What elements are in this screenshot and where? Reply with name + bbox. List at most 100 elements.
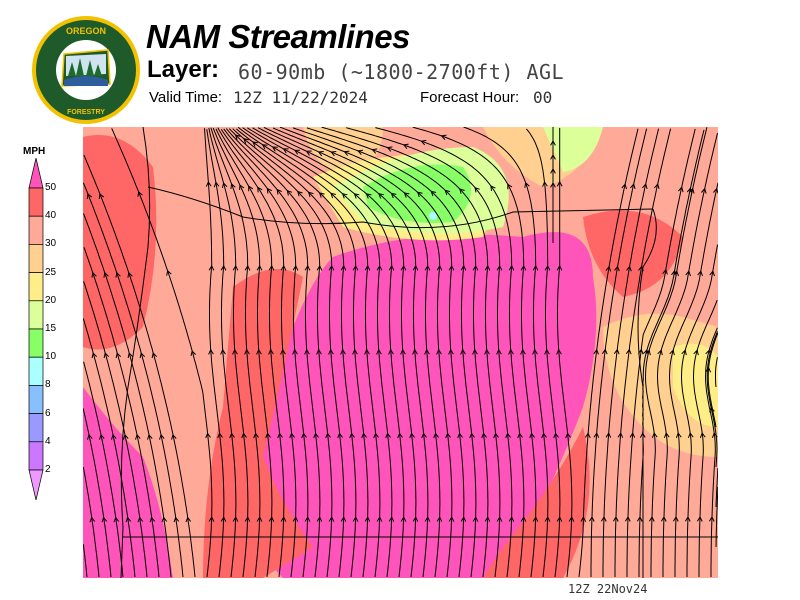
streamline-arrow (101, 516, 108, 523)
legend-tick: 30 (45, 238, 57, 250)
streamline-arrow (436, 348, 442, 355)
streamline (578, 128, 639, 578)
streamline-arrow (244, 348, 250, 355)
streamline-arrow (436, 516, 443, 522)
streamline-arrow (541, 432, 547, 439)
streamline-arrow (115, 271, 121, 278)
streamline-arrow (325, 432, 331, 439)
streamline-arrow (397, 432, 403, 439)
streamline-arrow (388, 516, 395, 522)
streamline-arrow (137, 190, 143, 197)
streamline-arrow (282, 148, 289, 154)
streamline-arrow (490, 185, 496, 191)
streamline-arrow (190, 349, 196, 357)
streamline-arrow (137, 516, 144, 523)
streamline-arrow (149, 516, 156, 523)
streamline-arrow (365, 193, 372, 199)
streamline-arrow (605, 265, 612, 272)
streamline-arrow (232, 348, 238, 355)
streamline-arrow (701, 187, 707, 194)
streamline (206, 129, 237, 578)
streamline-arrow (421, 432, 427, 439)
wind-region-15-20 (543, 127, 603, 172)
streamline-arrow (377, 193, 384, 199)
streamline-arrow (340, 516, 347, 522)
streamline-arrow (376, 264, 383, 271)
streamline-arrow (493, 432, 499, 439)
streamline-arrow (612, 515, 619, 522)
streamline-arrow (544, 516, 551, 522)
streamline-arrow (256, 516, 263, 522)
streamline-arrow (448, 516, 455, 522)
streamline-arrow (445, 432, 451, 439)
streamline-arrow (229, 432, 235, 439)
streamline-arrow (409, 432, 415, 439)
streamline (707, 332, 718, 428)
streamline-arrow (672, 515, 679, 522)
streamlines (83, 127, 718, 578)
streamline-arrow (412, 516, 419, 522)
streamline-arrow (472, 264, 479, 271)
streamline-arrow (496, 264, 503, 271)
streamline-arrow (261, 144, 268, 150)
streamline-arrow (605, 432, 612, 438)
streamline-arrow (292, 348, 298, 355)
streamline-arrow (517, 432, 523, 439)
streamline (602, 128, 660, 577)
streamline-arrow (400, 264, 407, 271)
streamline-arrow (89, 516, 96, 523)
streamline-arrow (457, 432, 463, 439)
streamline-arrow (544, 348, 550, 355)
streamline-arrow (103, 352, 110, 359)
streamline-arrow (671, 269, 677, 276)
streamline-arrow (681, 349, 687, 356)
streamline-arrow (520, 348, 526, 355)
streamline-arrow (553, 432, 559, 439)
streamline-arrow (685, 270, 691, 277)
streamline-arrow (424, 348, 430, 355)
streamline-arrow (268, 348, 274, 355)
streamline-arrow (316, 264, 323, 271)
streamline-arrow (357, 149, 364, 156)
forecast-hour-label: Forecast Hour: (420, 89, 520, 106)
streamline-arrow (268, 516, 275, 522)
streamline-arrow (697, 270, 703, 277)
streamline-arrow (297, 190, 303, 197)
streamline-arrow (289, 432, 295, 439)
streamline-arrow (550, 181, 556, 188)
streamline-arrow (584, 432, 591, 439)
streamline-arrow (400, 516, 407, 522)
streamline-arrow (639, 432, 646, 438)
streamline-map (83, 127, 718, 578)
legend-tick: 10 (45, 351, 57, 363)
streamline-arrow (626, 265, 632, 272)
streamline-arrow (568, 516, 575, 522)
streamline-arrow (127, 271, 133, 278)
streamline-arrow (617, 432, 624, 438)
streamline-arrow (459, 188, 465, 194)
streamline-arrow (317, 151, 324, 157)
streamline-arrow (593, 348, 599, 355)
streamline-arrow (244, 516, 251, 522)
streamline-arrow (217, 432, 223, 439)
streamline (463, 127, 549, 578)
streamline-arrow (412, 348, 418, 355)
streamline-arrow (253, 432, 259, 439)
streamline-arrow (385, 432, 391, 439)
streamline-arrow (98, 192, 105, 199)
streamline-arrow (424, 264, 431, 271)
streamline-arrow (684, 515, 691, 522)
streamline-arrow (248, 185, 254, 192)
streamline-arrow (243, 138, 249, 144)
layer-value: 60-90mb (~1800-2700ft) AGL (238, 60, 565, 84)
legend-swatch (28, 244, 44, 273)
streamline (252, 127, 417, 578)
streamline-arrow (220, 264, 227, 271)
wind-region-40-50 (203, 269, 313, 578)
legend-swatch (28, 356, 44, 386)
streamline-arrow (520, 516, 527, 522)
streamline-arrow (601, 348, 608, 355)
streamline (225, 128, 333, 578)
streamline (279, 127, 465, 578)
streamline-arrow (630, 183, 636, 190)
